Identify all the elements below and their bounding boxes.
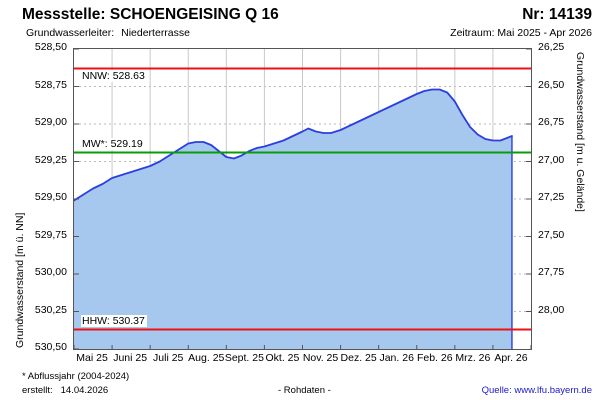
x-axis-tick-label: Sept. 25 bbox=[224, 352, 264, 364]
y-axis-left-tick-label: 530,00 bbox=[34, 266, 67, 278]
y-axis-right-tick-label: 26,25 bbox=[538, 41, 565, 53]
created-date: erstellt: 14.04.2026 bbox=[22, 385, 108, 396]
y-axis-right-tick-label: 28,00 bbox=[538, 303, 565, 316]
y-axis-left-tick-label: 528,50 bbox=[34, 41, 67, 53]
y-axis-left-tick-label: 530,25 bbox=[34, 303, 67, 316]
x-axis-tick-label: Juli 25 bbox=[153, 352, 184, 364]
source-link[interactable]: Quelle: www.lfu.bayern.de bbox=[481, 385, 592, 396]
y-axis-left-tick-label: 529,25 bbox=[34, 153, 67, 166]
y-axis-left-tick-label: 530,50 bbox=[34, 341, 67, 353]
period-info: Zeitraum: Mai 2025 - Apr 2026 bbox=[450, 27, 592, 39]
created-value: 14.04.2026 bbox=[60, 385, 109, 396]
chart-svg bbox=[74, 49, 531, 349]
y-axis-left-tick-label: 529,00 bbox=[34, 116, 67, 128]
x-axis-tick-label: Aug. 25 bbox=[188, 352, 225, 364]
x-axis-tick-label: Okt. 25 bbox=[265, 352, 300, 364]
y-axis-right-tick-label: 26,50 bbox=[538, 78, 565, 91]
aquifer-label: Grundwasserleiter: bbox=[26, 27, 115, 39]
y-axis-left-tick-label: 528,75 bbox=[34, 78, 67, 91]
page-title: Messstelle: SCHOENGEISING Q 16 bbox=[22, 6, 279, 23]
series-area-fill bbox=[74, 89, 512, 349]
station-number: Nr: 14139 bbox=[522, 6, 592, 23]
x-axis-tick-label: Mrz. 26 bbox=[455, 352, 491, 364]
series-line bbox=[74, 88, 513, 202]
aquifer-info: Grundwasserleiter: Niederterrasse bbox=[26, 27, 190, 39]
x-axis-tick-label: Apr. 26 bbox=[494, 352, 528, 364]
y-axis-right-tick-label: 27,75 bbox=[538, 266, 565, 278]
x-axis-tick-label: Juni 25 bbox=[113, 352, 148, 364]
reference-label-nnw: NNW: 528.63 bbox=[81, 69, 147, 82]
footnote-abflussjahr: * Abflussjahr (2004-2024) bbox=[22, 371, 130, 382]
plot-area bbox=[73, 48, 532, 350]
y-axis-right-tick-label: 27,25 bbox=[538, 191, 565, 203]
x-axis-tick-label: Nov. 25 bbox=[302, 352, 339, 364]
x-axis-tick-label: Dez. 25 bbox=[340, 352, 377, 364]
y-axis-right-tick-label: 27,00 bbox=[538, 153, 565, 166]
reference-label-hhw: HHW: 530.37 bbox=[81, 314, 147, 327]
x-axis-tick-label: Mai 25 bbox=[76, 352, 108, 364]
y-axis-right-tick-label: 26,75 bbox=[538, 116, 565, 128]
x-axis-tick-label: Jan. 26 bbox=[379, 352, 414, 364]
x-axis-tick-label: Feb. 26 bbox=[416, 352, 453, 364]
y-axis-left-tick-label: 529,50 bbox=[34, 191, 67, 203]
reference-label-mw: MW*: 529.19 bbox=[81, 137, 145, 150]
aquifer-value: Niederterrasse bbox=[121, 27, 190, 39]
created-label: erstellt: bbox=[22, 385, 53, 396]
data-type-note: - Rohdaten - bbox=[278, 385, 331, 396]
y-axis-right-tick-label: 27,50 bbox=[538, 228, 565, 241]
y-axis-title-right: Grundwasserstand [m u. Gelände] bbox=[574, 52, 586, 212]
y-axis-left-tick-label: 529,75 bbox=[34, 228, 67, 241]
